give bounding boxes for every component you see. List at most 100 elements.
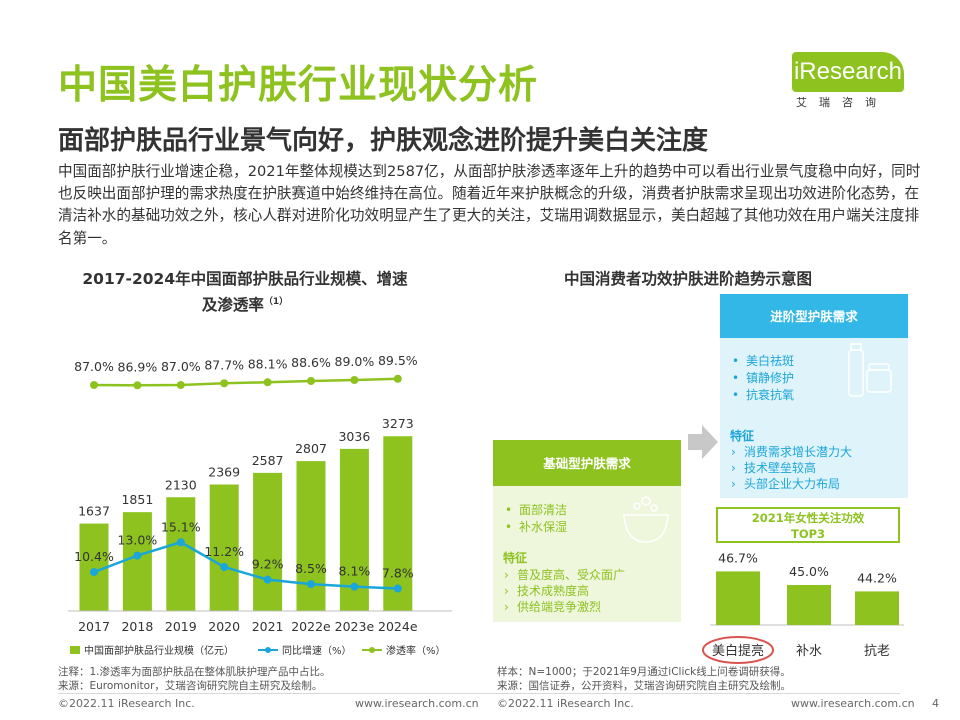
basic-content-box	[493, 486, 681, 622]
penetration-label: 87.0%	[161, 359, 201, 374]
basic-feature: 技术成熟度高	[517, 583, 589, 598]
top3-category-label: 美白提亮	[712, 643, 764, 659]
advanced-items-list: • 美白祛斑 • 镇静修护 • 抗衰抗氧	[732, 353, 794, 402]
basic-feature: 供给端竞争激烈	[517, 600, 601, 614]
growth-rate-label: 8.1%	[339, 564, 371, 579]
advanced-features-list: › 消费需求增长潜力大 › 技术壁垒较高 › 头部企业大力布局	[731, 445, 852, 491]
basic-feature-title: 特征	[503, 550, 527, 565]
chevron-right-icon: ›	[731, 477, 736, 491]
logo-text: iResearch	[793, 58, 903, 85]
growth-rate-label: 7.8%	[382, 566, 414, 581]
bar-2022e	[296, 461, 326, 611]
growth-rate-point	[90, 568, 98, 577]
x-tick-label: 2017	[78, 619, 110, 634]
bar-value-label: 2807	[295, 441, 327, 456]
advanced-item: 镇静修护	[746, 370, 794, 385]
bullet-dot: •	[732, 371, 739, 385]
top3-bar	[716, 571, 760, 625]
footer-copyright-left: ©2022.11 iResearch Inc.	[58, 697, 195, 710]
x-tick-label: 2019	[165, 619, 197, 634]
bullet-dot: •	[505, 503, 512, 517]
basic-items-list: • 面部清洁 • 补水保湿	[505, 502, 567, 534]
basic-title: 基础型护肤需求	[542, 456, 631, 471]
bar-value-label: 2587	[252, 453, 284, 468]
page-number: 4	[932, 697, 939, 710]
page-title: 中国美白护肤行业现状分析	[58, 63, 539, 108]
top3-value-label: 44.2%	[857, 570, 897, 585]
footer-divider	[58, 693, 900, 694]
basic-item: 面部清洁	[519, 502, 567, 517]
bar-value-label: 3036	[338, 429, 370, 444]
bar-2020	[209, 484, 239, 611]
chevron-right-icon: ›	[504, 568, 509, 582]
legend-label-bar: 中国面部护肤品行业规模（亿元）	[84, 644, 234, 657]
bullet-dot: •	[732, 354, 739, 368]
x-tick-label: 2024e	[378, 619, 418, 634]
penetration-point	[263, 378, 272, 387]
bar-value-label: 3273	[382, 416, 414, 431]
advanced-header-box	[720, 294, 908, 338]
logo-badge	[792, 52, 904, 92]
chart-title-superscript: （1）	[264, 296, 288, 307]
footer-url-right[interactable]: www.iresearch.com.cn	[791, 697, 915, 710]
top3-value-label: 45.0%	[789, 564, 829, 579]
chevron-right-icon: ›	[504, 584, 509, 598]
highlight-circle	[702, 636, 774, 664]
skincare-trend-diagram: 中国消费者功效护肤进阶趋势示意图 进阶型护肤需求 • 美白祛斑 • 镇静修护 • 抗衰抗氧…	[493, 269, 908, 664]
penetration-point	[133, 381, 142, 390]
advanced-feature-title: 特征	[730, 428, 754, 443]
right-source: 来源：国信证券，公开资料，艾瑞咨询研究院自主研究及绘制。	[497, 680, 791, 692]
growth-rate-point	[176, 538, 185, 547]
top3-category-label: 补水	[796, 644, 822, 659]
arrow-right-icon	[688, 425, 718, 459]
wash-basin-icon	[623, 496, 669, 543]
penetration-label: 86.9%	[118, 359, 158, 374]
x-tick-label: 2020	[208, 619, 240, 634]
left-source: 来源：Euromonitor，艾瑞咨询研究院自主研究及绘制。	[58, 680, 323, 692]
x-axis: 2017 2018 2019 2020 2021 2022e 2023e 2024e	[68, 610, 452, 634]
basic-features-list: › 普及度高、受众面广 › 技术成熟度高 › 供给端竞争激烈	[504, 567, 625, 614]
market-size-chart: 2017-2024年中国面部护肤品行业规模、增速 及渗透率（1） 1637 185…	[68, 269, 452, 657]
cream-bottle-icon	[848, 343, 892, 397]
top3-bar	[855, 591, 899, 625]
penetration-point	[90, 381, 98, 389]
growth-rate-point	[263, 575, 272, 584]
growth-rate-point	[220, 562, 229, 571]
penetration-point	[307, 377, 315, 385]
bar-2019	[166, 497, 196, 611]
bar-value-label: 2130	[165, 477, 197, 492]
footer-url-left[interactable]: www.iresearch.com.cn	[355, 697, 479, 710]
chart-title-line2-text: 及渗透率	[202, 295, 265, 314]
growth-rate-point	[350, 582, 359, 591]
x-tick-label: 2022e	[291, 619, 331, 634]
advanced-feature: 消费需求增长潜力大	[744, 445, 852, 459]
legend-swatch-bar	[70, 646, 80, 654]
growth-rate-point	[393, 584, 402, 593]
page-subtitle: 面部护肤品行业景气向好，护肤观念进阶提升美白关注度	[58, 126, 709, 156]
chart-legend: 中国面部护肤品行业规模（亿元） 同比增速（%） 渗透率（%）	[70, 644, 446, 657]
penetration-label: 89.0%	[335, 354, 375, 369]
legend-swatch-penetration-dot	[369, 647, 375, 653]
bar-2018	[122, 512, 152, 611]
penetration-label: 88.6%	[291, 355, 331, 370]
growth-rate-label: 11.2%	[204, 544, 244, 559]
legend-label-penetration: 渗透率（%）	[386, 644, 446, 657]
penetration-point	[176, 381, 185, 389]
bar-value-label: 2369	[208, 464, 240, 479]
top3-title-line2: TOP3	[791, 527, 825, 541]
growth-rate-label: 9.2%	[252, 557, 284, 572]
growth-rate-line	[93, 540, 398, 590]
top3-title-box	[716, 507, 900, 543]
growth-rate-label: 13.0%	[118, 533, 158, 548]
right-sample-note: 样本：N=1000；于2021年9月通过iClick线上问卷调研获得。	[497, 666, 791, 678]
diagram-title: 中国消费者功效护肤进阶趋势示意图	[564, 269, 812, 288]
bullet-dot: •	[732, 388, 739, 402]
bar-2021	[253, 472, 283, 611]
penetration-label: 89.5%	[378, 353, 418, 368]
bar-value-label: 1637	[78, 504, 110, 519]
x-tick-label: 2023e	[335, 619, 375, 634]
summary-paragraph: 中国面部护肤行业增速企稳，2021年整体规模达到2587亿，从面部护肤渗透率逐年…	[58, 163, 921, 247]
bar-value-label: 1851	[121, 492, 153, 507]
penetration-point	[350, 376, 359, 384]
advanced-item: 抗衰抗氧	[746, 387, 794, 402]
